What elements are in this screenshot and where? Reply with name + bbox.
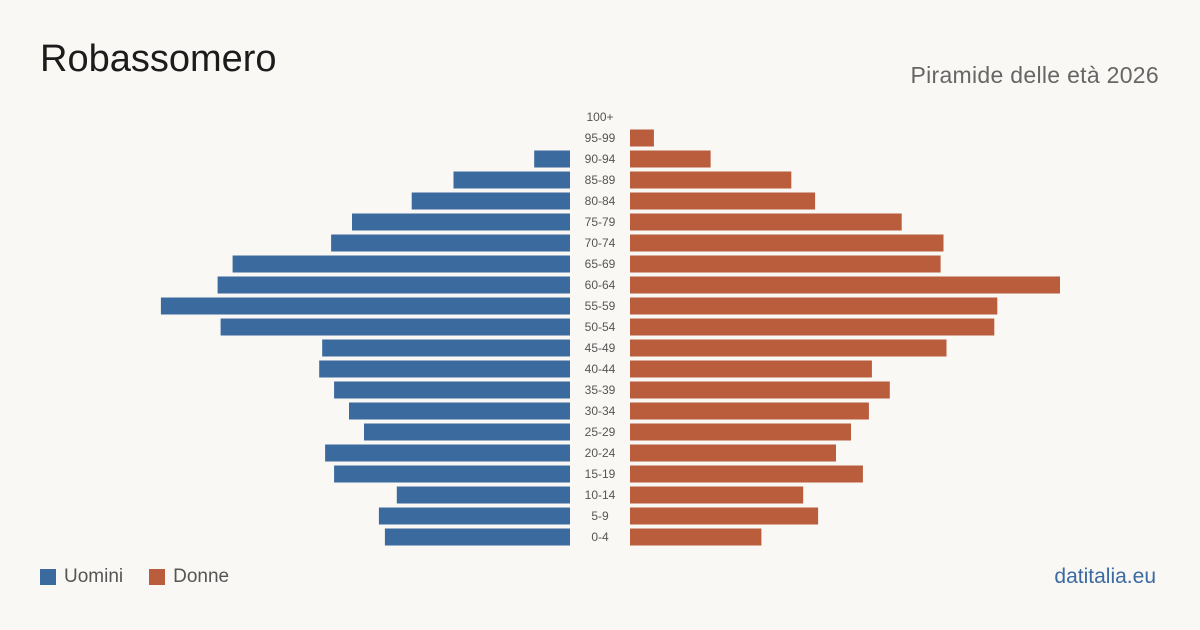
legend-item-men: Uomini	[40, 566, 123, 588]
legend: Uomini Donne	[40, 566, 255, 588]
bar-men-45-49	[322, 339, 570, 357]
bar-women-25-29	[630, 423, 851, 441]
bar-men-15-19	[334, 465, 570, 483]
bar-men-20-24	[325, 444, 570, 462]
age-label-25-29: 25-29	[585, 425, 616, 439]
age-label-90-94: 90-94	[585, 152, 616, 166]
bar-women-70-74	[630, 234, 944, 252]
bar-men-5-9	[378, 507, 570, 525]
bar-women-65-69	[630, 255, 941, 273]
bar-women-95-99	[630, 129, 654, 147]
bar-women-80-84	[630, 192, 816, 210]
age-label-75-79: 75-79	[585, 215, 616, 229]
bar-men-60-64	[217, 276, 570, 294]
age-label-65-69: 65-69	[585, 257, 616, 271]
legend-label-women: Donne	[173, 566, 230, 587]
bar-women-30-34	[630, 402, 869, 420]
bar-men-50-54	[220, 318, 570, 336]
chart-subtitle: Piramide delle età 2026	[910, 62, 1159, 88]
age-label-15-19: 15-19	[585, 467, 616, 481]
bar-men-10-14	[396, 486, 570, 504]
bar-men-90-94	[534, 150, 570, 168]
age-label-70-74: 70-74	[585, 236, 616, 250]
bar-men-35-39	[334, 381, 570, 399]
bar-women-35-39	[630, 381, 890, 399]
bar-women-0-4	[630, 528, 762, 546]
bar-men-25-29	[364, 423, 570, 441]
age-label-85-89: 85-89	[585, 173, 616, 187]
age-label-50-54: 50-54	[585, 320, 616, 334]
brand-link[interactable]: datitalia.eu	[1054, 565, 1156, 588]
age-label-20-24: 20-24	[585, 446, 616, 460]
bar-men-0-4	[384, 528, 570, 546]
bar-women-50-54	[630, 318, 995, 336]
bar-women-40-44	[630, 360, 872, 378]
bar-women-20-24	[630, 444, 836, 462]
age-label-95-99: 95-99	[585, 131, 616, 145]
age-label-100+: 100+	[586, 110, 613, 124]
age-label-40-44: 40-44	[585, 362, 616, 376]
age-label-35-39: 35-39	[585, 383, 616, 397]
legend-swatch-women	[149, 569, 166, 585]
legend-item-women: Donne	[149, 566, 229, 588]
bar-men-85-89	[453, 171, 570, 189]
bar-women-10-14	[630, 486, 804, 504]
age-label-30-34: 30-34	[585, 404, 616, 418]
bar-men-30-34	[349, 402, 570, 420]
bar-women-55-59	[630, 297, 998, 315]
legend-swatch-men	[40, 569, 56, 585]
bar-men-40-44	[319, 360, 570, 378]
bar-women-15-19	[630, 465, 863, 483]
age-label-5-9: 5-9	[591, 509, 609, 523]
bar-women-90-94	[630, 150, 711, 168]
age-label-60-64: 60-64	[585, 278, 616, 292]
bar-men-75-79	[352, 213, 570, 231]
age-label-0-4: 0-4	[591, 530, 609, 544]
age-label-80-84: 80-84	[585, 194, 616, 208]
chart-title: Robassomero	[40, 38, 277, 80]
bar-men-70-74	[331, 234, 570, 252]
age-label-45-49: 45-49	[585, 341, 616, 355]
bar-women-60-64	[630, 276, 1060, 294]
bar-women-75-79	[630, 213, 902, 231]
legend-label-men: Uomini	[64, 566, 124, 587]
age-label-55-59: 55-59	[585, 299, 616, 313]
bar-women-5-9	[630, 507, 819, 525]
bar-men-65-69	[232, 255, 570, 273]
bar-women-85-89	[630, 171, 792, 189]
bar-women-45-49	[630, 339, 947, 357]
bar-men-55-59	[160, 297, 570, 315]
age-label-10-14: 10-14	[585, 488, 616, 502]
bar-men-80-84	[411, 192, 570, 210]
